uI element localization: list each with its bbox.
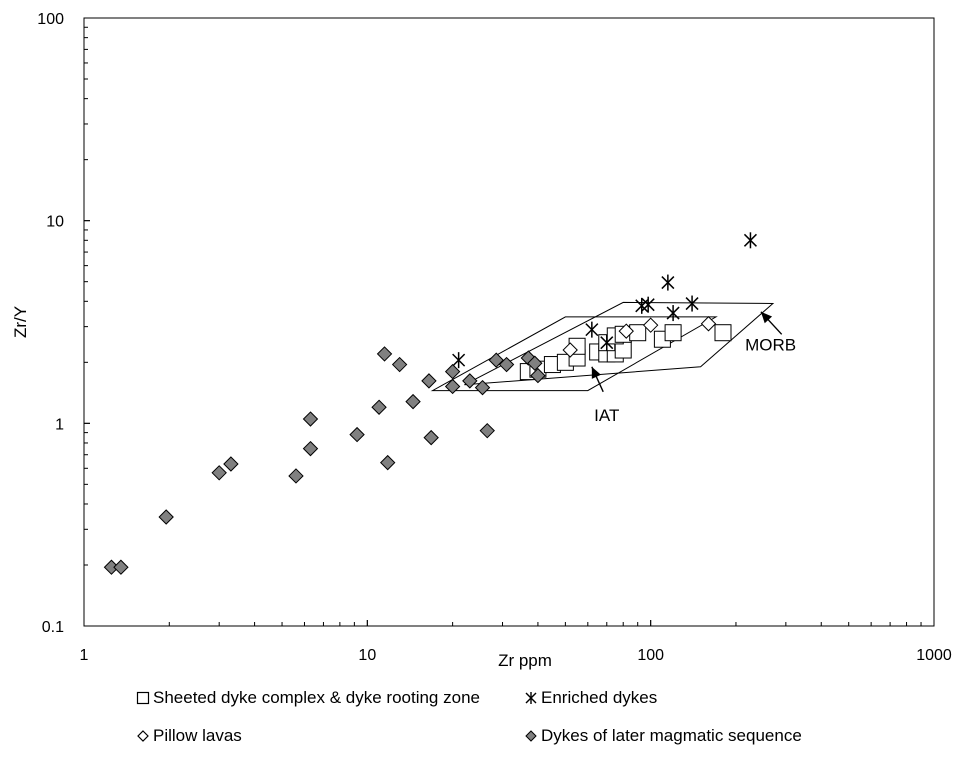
point-enriched-dyke (743, 232, 757, 249)
point-later-dyke (211, 465, 227, 481)
point-later-dyke (371, 399, 387, 415)
point-later-dyke (488, 352, 504, 368)
point-enriched-dyke (666, 305, 680, 322)
plot-area (83, 17, 935, 627)
field-polygon-iat (430, 316, 718, 392)
point-enriched-dyke (585, 321, 599, 338)
point-enriched-dyke (600, 334, 614, 351)
point-later-dyke (405, 393, 421, 410)
point-later-dyke (527, 355, 543, 371)
point-later-dyke (288, 468, 304, 484)
field-arrowhead-morb (760, 311, 773, 324)
point-later-dyke (444, 363, 461, 380)
point-later-dyke (444, 378, 461, 395)
point-pillow-lava (642, 317, 659, 333)
field-arrowhead-iat (591, 366, 601, 379)
legend-label-enriched-dykes: Enriched dykes (541, 688, 658, 707)
point-later-dyke (379, 454, 396, 471)
legend-marker-diamond-filled (525, 730, 537, 742)
y-tick-label: 10 (46, 214, 64, 231)
x-tick-label: 100 (637, 647, 664, 664)
point-later-dyke (479, 422, 495, 439)
point-later-dyke (302, 411, 319, 427)
point-pillow-lava (618, 323, 634, 339)
y-tick-label: 1 (55, 416, 64, 433)
legend-item-later-dykes: Dykes of later magmatic sequence (524, 726, 802, 746)
legend-item-pillow-lavas: Pillow lavas (136, 726, 242, 746)
x-tick-label: 1000 (916, 647, 952, 664)
point-later-dyke (498, 356, 515, 373)
legend-marker-diamond-open (137, 730, 149, 742)
point-enriched-dyke (661, 274, 675, 291)
point-enriched-dyke (635, 297, 649, 314)
point-later-dyke (113, 559, 129, 575)
point-later-dyke (474, 379, 491, 396)
point-later-dyke (349, 426, 365, 443)
y-axis-label: Zr/Y (11, 306, 30, 338)
point-sheeted-dyke (614, 341, 632, 359)
point-later-dyke (530, 367, 546, 384)
field-label-iat: IAT (594, 406, 619, 425)
point-sheeted-dyke (714, 324, 732, 342)
field-label-morb: MORB (745, 335, 796, 354)
point-enriched-dyke (452, 352, 466, 369)
point-later-dyke (423, 429, 439, 446)
legend-marker-asterisk (525, 692, 537, 704)
field-polygon-morb (464, 301, 775, 386)
legend-item-enriched-dykes: Enriched dykes (524, 688, 657, 708)
legend-label-pillow-lavas: Pillow lavas (153, 726, 242, 745)
legend-marker-square (136, 691, 150, 705)
point-later-dyke (376, 346, 393, 362)
x-tick-label: 10 (358, 647, 376, 664)
legend-item-sheeted-dyke: Sheeted dyke complex & dyke rooting zone (136, 688, 480, 708)
y-tick-label: 100 (37, 11, 64, 28)
point-later-dyke (421, 373, 437, 389)
x-axis-label: Zr ppm (498, 651, 552, 670)
point-later-dyke (223, 456, 239, 472)
point-later-dyke (158, 509, 174, 525)
point-sheeted-dyke (664, 324, 682, 342)
point-enriched-dyke (685, 295, 699, 312)
x-tick-label: 1 (80, 647, 89, 664)
point-later-dyke (391, 356, 408, 373)
point-later-dyke (462, 373, 478, 389)
y-tick-label: 0.1 (42, 619, 64, 636)
point-pillow-lava (562, 342, 578, 358)
point-later-dyke (302, 440, 319, 457)
legend-label-sheeted-dyke: Sheeted dyke complex & dyke rooting zone (153, 688, 480, 707)
point-enriched-dyke (641, 296, 655, 313)
point-pillow-lava (700, 316, 717, 332)
legend-label-later-dykes: Dykes of later magmatic sequence (541, 726, 802, 745)
